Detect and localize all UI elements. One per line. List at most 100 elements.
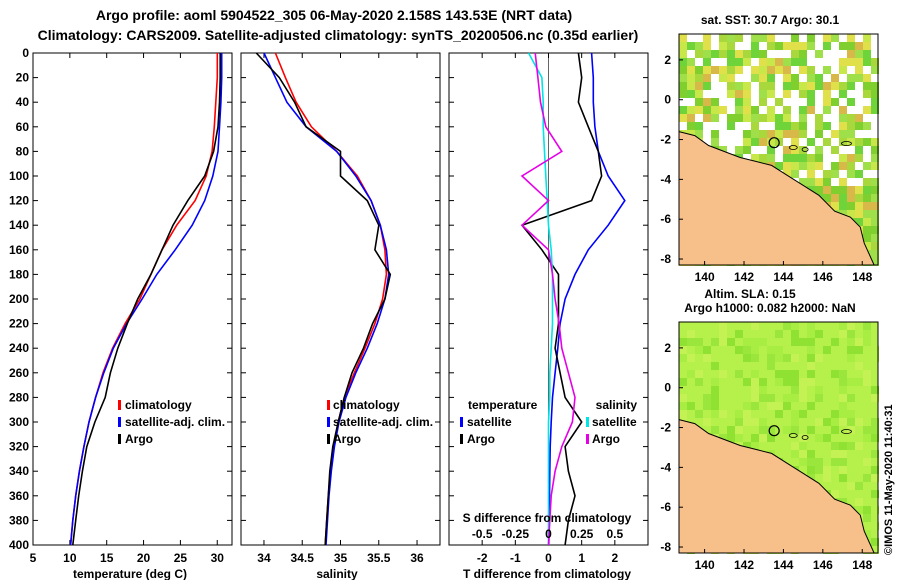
- map-cell: [751, 418, 759, 426]
- map-cell: [847, 34, 855, 42]
- map-cell: [815, 458, 823, 466]
- island: [841, 429, 852, 434]
- map-cell: [847, 42, 855, 50]
- map-cell: [871, 242, 879, 250]
- map-cell: [759, 338, 767, 346]
- map-cell: [815, 178, 823, 186]
- x-tick-label: 35.5: [367, 551, 391, 565]
- sla-map-title-1: Altim. SLA: 0.15: [704, 287, 796, 301]
- legend-swatch-t-argo: [460, 434, 463, 444]
- map-cell: [871, 506, 879, 514]
- map-cell: [863, 370, 871, 378]
- map-cell: [839, 330, 847, 338]
- map-cell: [847, 450, 855, 458]
- s-difference-ticks: -0.5 -0.25 0 0.25 0.5: [472, 527, 624, 541]
- map-cell: [711, 130, 719, 138]
- map-cell: [751, 122, 759, 130]
- map-cell: [775, 66, 783, 74]
- map-cell: [751, 442, 759, 450]
- sst-map-title: sat. SST: 30.7 Argo: 30.1: [701, 13, 840, 27]
- map-cell: [807, 82, 815, 90]
- map-cell: [871, 466, 879, 474]
- map-cell: [871, 162, 879, 170]
- map-cell: [703, 42, 711, 50]
- map-cell: [783, 42, 791, 50]
- map-cell: [719, 50, 727, 58]
- map-cell: [855, 194, 863, 202]
- map-cell: [807, 426, 815, 434]
- map-cell: [831, 130, 839, 138]
- map-cell: [823, 386, 831, 394]
- temperature-panel: 5 10 15 20 25 30: [30, 52, 233, 565]
- map-cell: [703, 98, 711, 106]
- map-cell: [799, 386, 807, 394]
- map-cell: [863, 202, 871, 210]
- map-cell: [783, 450, 791, 458]
- map-cell: [831, 426, 839, 434]
- map-cell: [847, 466, 855, 474]
- map-cell: [679, 338, 687, 346]
- legend-swatch-argo: [327, 434, 330, 444]
- map-cell: [791, 146, 799, 154]
- depth-tick-label: 160: [9, 243, 29, 257]
- map-cell: [679, 114, 687, 122]
- map-cell: [711, 346, 719, 354]
- map-cell: [855, 66, 863, 74]
- float-marker: [768, 137, 780, 149]
- map-cell: [855, 346, 863, 354]
- map-cell: [767, 42, 775, 50]
- map-cell: [775, 354, 783, 362]
- map-cell: [839, 42, 847, 50]
- map-cell: [831, 394, 839, 402]
- map-cell: [727, 114, 735, 122]
- salinity-axis-label: salinity: [316, 567, 358, 580]
- depth-tick-label: 20: [16, 71, 30, 85]
- map-cell: [695, 378, 703, 386]
- map-cell: [863, 50, 871, 58]
- lat-tick-label: 0: [664, 93, 671, 107]
- map-cell: [815, 50, 823, 58]
- map-cell: [807, 66, 815, 74]
- map-cell: [791, 418, 799, 426]
- map-cell: [735, 34, 743, 42]
- depth-tick-label: 100: [9, 169, 29, 183]
- map-cell: [847, 98, 855, 106]
- map-cell: [839, 402, 847, 410]
- map-cell: [799, 106, 807, 114]
- legend-swatch-climatology: [118, 400, 121, 410]
- map-cell: [783, 122, 791, 130]
- map-cell: [751, 378, 759, 386]
- map-cell: [719, 434, 727, 442]
- map-cell: [871, 418, 879, 426]
- map-cell: [871, 490, 879, 498]
- map-cell: [855, 114, 863, 122]
- lat-tick-label: -2: [660, 421, 671, 435]
- map-cell: [871, 210, 879, 218]
- map-cell: [719, 34, 727, 42]
- map-cell: [727, 434, 735, 442]
- s-tick-label: -0.5: [472, 527, 493, 541]
- map-cell: [823, 34, 831, 42]
- map-cell: [687, 418, 695, 426]
- map-cell: [679, 90, 687, 98]
- map-cell: [839, 202, 847, 210]
- map-cell: [799, 338, 807, 346]
- map-cell: [767, 82, 775, 90]
- map-cell: [855, 434, 863, 442]
- map-cell: [855, 202, 863, 210]
- depth-tick-label: 120: [9, 194, 29, 208]
- map-cell: [807, 362, 815, 370]
- lat-tick-label: -8: [660, 540, 671, 554]
- map-cell: [815, 186, 823, 194]
- map-cell: [775, 58, 783, 66]
- map-cell: [871, 90, 879, 98]
- depth-tick-label: 180: [9, 267, 29, 281]
- map-cell: [759, 442, 767, 450]
- map-cell: [679, 394, 687, 402]
- map-cell: [847, 354, 855, 362]
- map-cell: [823, 66, 831, 74]
- map-cell: [839, 154, 847, 162]
- map-cell: [719, 74, 727, 82]
- map-cell: [863, 378, 871, 386]
